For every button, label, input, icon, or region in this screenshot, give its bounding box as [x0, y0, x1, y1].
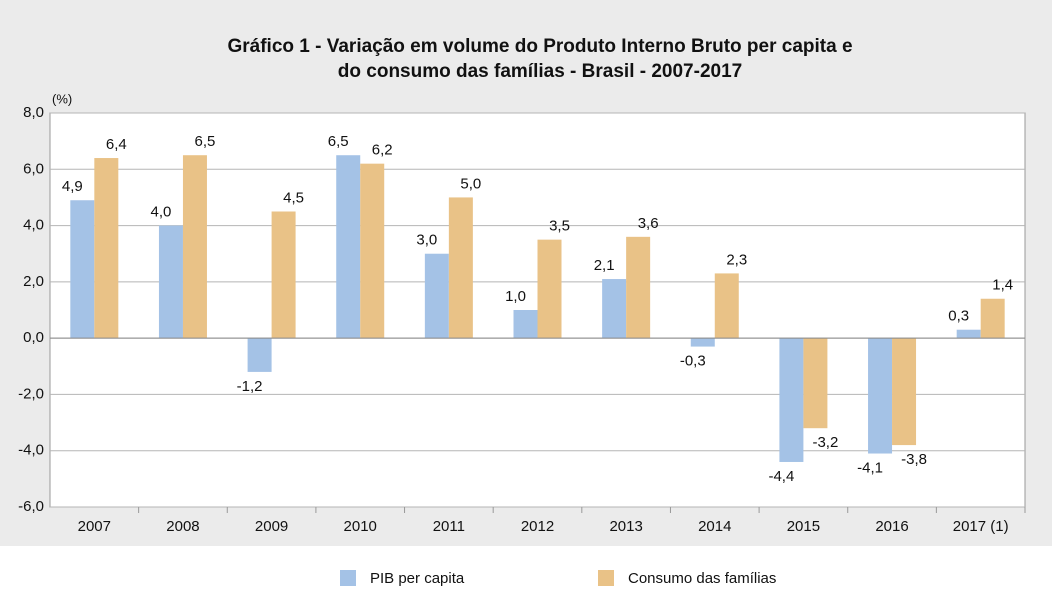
bar: [360, 163, 385, 339]
value-label: -4,4: [768, 468, 794, 485]
legend-label: Consumo das famílias: [628, 570, 776, 587]
bar: [158, 225, 183, 339]
x-tick-label: 2014: [698, 518, 731, 535]
y-tick-label: -2,0: [18, 385, 44, 402]
bar: [803, 338, 828, 429]
legend-swatch: [340, 570, 356, 586]
bar: [714, 273, 739, 339]
chart-title: Gráfico 1 - Variação em volume do Produt…: [227, 36, 852, 57]
y-tick-label: 8,0: [23, 104, 44, 121]
bar: [70, 200, 95, 339]
x-tick-label: 2016: [875, 518, 908, 535]
y-unit: (%): [52, 91, 72, 106]
value-label: 6,4: [106, 136, 127, 153]
value-label: 3,6: [638, 215, 659, 232]
x-tick-label: 2017 (1): [953, 518, 1009, 535]
value-label: 6,5: [328, 133, 349, 150]
value-label: 1,0: [505, 288, 526, 305]
value-label: 2,1: [594, 257, 615, 274]
bar: [980, 298, 1005, 339]
value-label: -3,2: [812, 434, 838, 451]
value-label: 3,0: [416, 232, 437, 249]
value-label: 5,0: [460, 175, 481, 192]
y-tick-label: 6,0: [23, 160, 44, 177]
bar: [513, 310, 538, 339]
x-tick-label: 2008: [166, 518, 199, 535]
value-label: 3,5: [549, 218, 570, 235]
legend-label: PIB per capita: [370, 570, 465, 587]
y-tick-label: 4,0: [23, 217, 44, 234]
value-label: -4,1: [857, 459, 883, 476]
bar: [94, 158, 119, 339]
bar: [448, 197, 473, 339]
chart-title: do consumo das famílias - Brasil - 2007-…: [338, 61, 742, 82]
x-tick-label: 2013: [609, 518, 642, 535]
y-tick-label: -6,0: [18, 498, 44, 515]
bar: [892, 338, 917, 446]
bar: [424, 253, 449, 339]
bar: [182, 155, 207, 339]
y-tick-label: 2,0: [23, 273, 44, 290]
value-label: 0,3: [948, 308, 969, 325]
bar: [537, 239, 562, 339]
x-tick-label: 2011: [433, 518, 465, 535]
x-tick-label: 2007: [78, 518, 111, 535]
x-tick-label: 2012: [521, 518, 554, 535]
bar: [626, 236, 651, 339]
bar: [868, 338, 893, 454]
bar: [690, 338, 715, 347]
value-label: 6,2: [372, 142, 393, 159]
value-label: 2,3: [726, 251, 747, 268]
x-tick-label: 2010: [344, 518, 377, 535]
bar: [956, 329, 981, 339]
bar: [247, 338, 272, 372]
x-tick-label: 2009: [255, 518, 288, 535]
value-label: -1,2: [237, 378, 263, 395]
value-label: -0,3: [680, 353, 706, 370]
x-tick-label: 2015: [787, 518, 820, 535]
bar: [271, 211, 296, 339]
y-tick-label: 0,0: [23, 329, 44, 346]
value-label: 4,9: [62, 178, 83, 195]
bar: [336, 155, 361, 339]
value-label: 4,5: [283, 189, 304, 206]
value-label: 1,4: [992, 277, 1013, 294]
value-label: -3,8: [901, 451, 927, 468]
bar: [779, 338, 804, 462]
value-label: 4,0: [151, 204, 172, 221]
legend-swatch: [598, 570, 614, 586]
value-label: 6,5: [195, 133, 216, 150]
y-tick-label: -4,0: [18, 442, 44, 459]
bar: [602, 279, 627, 339]
